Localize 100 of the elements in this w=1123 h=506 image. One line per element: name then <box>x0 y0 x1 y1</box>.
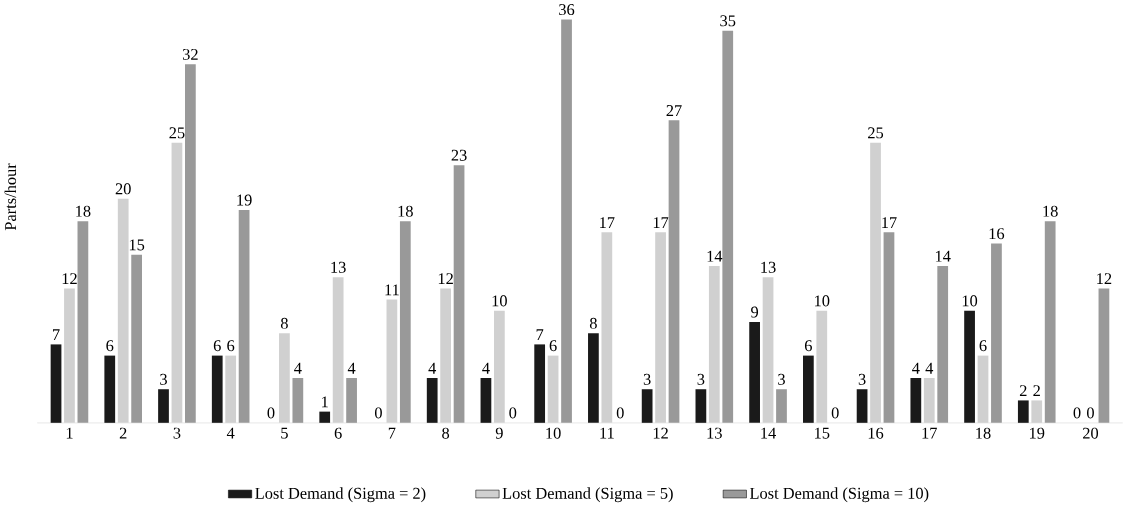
data-label: 10 <box>492 295 507 307</box>
data-label: 18 <box>1043 205 1058 217</box>
bar <box>870 142 881 423</box>
bar <box>588 333 599 423</box>
data-label: 18 <box>76 205 91 217</box>
x-tick-label: 18 <box>976 427 991 439</box>
data-label: 6 <box>549 340 557 352</box>
data-label: 6 <box>979 340 987 352</box>
data-label: 6 <box>213 340 221 352</box>
bar <box>346 377 357 423</box>
bar <box>399 221 411 423</box>
data-label: 6 <box>227 340 235 352</box>
data-label: 7 <box>536 329 544 340</box>
data-label: 4 <box>428 362 437 374</box>
data-label: 35 <box>720 15 736 27</box>
bar <box>440 288 451 423</box>
x-tick-label: 2 <box>119 427 127 439</box>
x-tick-label: 17 <box>922 427 937 439</box>
data-label: 12 <box>438 273 453 284</box>
bar <box>668 120 680 423</box>
data-label: 0 <box>831 407 839 419</box>
x-tick-label: 1 <box>66 427 73 439</box>
data-label: 19 <box>237 194 252 206</box>
data-label: 7 <box>53 329 60 340</box>
x-tick-label: 3 <box>173 427 181 439</box>
data-label: 20 <box>115 183 131 195</box>
bar <box>547 355 559 423</box>
x-tick-label: 11 <box>600 427 614 439</box>
bar <box>493 310 505 423</box>
bar <box>64 288 75 423</box>
bar <box>386 299 398 423</box>
data-label: 16 <box>989 228 1005 240</box>
bar <box>319 411 331 423</box>
legend-label: Lost Demand (Sigma = 10) <box>749 487 929 503</box>
bar <box>641 389 653 423</box>
data-label: 18 <box>398 205 413 217</box>
bar <box>561 19 572 423</box>
data-label: 3 <box>697 373 705 385</box>
x-tick-label: 8 <box>442 427 450 439</box>
data-label: 17 <box>600 217 615 228</box>
bar <box>695 389 707 423</box>
bar <box>480 377 492 423</box>
x-tick-label: 10 <box>546 427 561 439</box>
bar <box>50 344 62 423</box>
bar <box>131 254 143 423</box>
bar <box>453 165 465 423</box>
data-label: 0 <box>374 407 382 419</box>
data-label: 23 <box>451 149 467 161</box>
data-label: 3 <box>778 373 785 385</box>
data-label: 14 <box>707 250 723 262</box>
bar <box>964 310 975 423</box>
data-label: 17 <box>653 217 669 228</box>
data-label: 17 <box>882 217 897 228</box>
bar <box>762 277 774 423</box>
data-label: 4 <box>347 362 356 374</box>
bar <box>991 243 1002 423</box>
bar <box>722 30 734 423</box>
bar <box>1098 288 1110 423</box>
data-label: 12 <box>62 273 77 284</box>
data-label: 27 <box>666 104 682 116</box>
data-label: 8 <box>589 317 597 329</box>
bar <box>117 198 129 423</box>
data-label: 25 <box>169 127 185 139</box>
data-label: 25 <box>868 127 884 139</box>
bar <box>426 377 438 423</box>
bar <box>332 277 344 423</box>
data-label: 2 <box>1019 385 1027 396</box>
bar <box>77 221 89 423</box>
bar <box>655 232 666 423</box>
data-label: 13 <box>331 261 346 273</box>
data-label: 9 <box>751 306 759 318</box>
bar <box>104 355 116 423</box>
x-tick-label: 5 <box>281 427 288 439</box>
x-tick-label: 15 <box>815 427 830 439</box>
legend-label: Lost Demand (Sigma = 5) <box>502 487 673 503</box>
data-label: 32 <box>182 48 198 60</box>
bar <box>977 355 989 423</box>
x-tick-label: 6 <box>334 427 342 439</box>
data-label: 0 <box>1087 407 1094 419</box>
bar <box>211 355 223 423</box>
data-label: 6 <box>804 340 812 352</box>
bar <box>776 389 787 423</box>
y-axis-title: Parts/hour <box>4 163 17 231</box>
bar <box>534 344 546 423</box>
x-tick-label: 4 <box>226 427 235 439</box>
bar <box>816 310 828 423</box>
data-label: 2 <box>1033 385 1040 396</box>
bar <box>883 232 895 423</box>
bar <box>856 389 868 423</box>
x-tick-label: 12 <box>653 427 668 439</box>
data-label: 10 <box>815 295 830 307</box>
data-label: 3 <box>643 373 651 385</box>
x-tick-label: 13 <box>707 427 722 439</box>
data-label: 3 <box>160 373 167 385</box>
bar <box>1044 221 1056 423</box>
bar <box>708 265 720 423</box>
data-label: 0 <box>616 407 624 419</box>
x-tick-label: 14 <box>761 427 776 439</box>
legend-label: Lost Demand (Sigma = 2) <box>255 487 426 503</box>
bar <box>802 355 814 423</box>
